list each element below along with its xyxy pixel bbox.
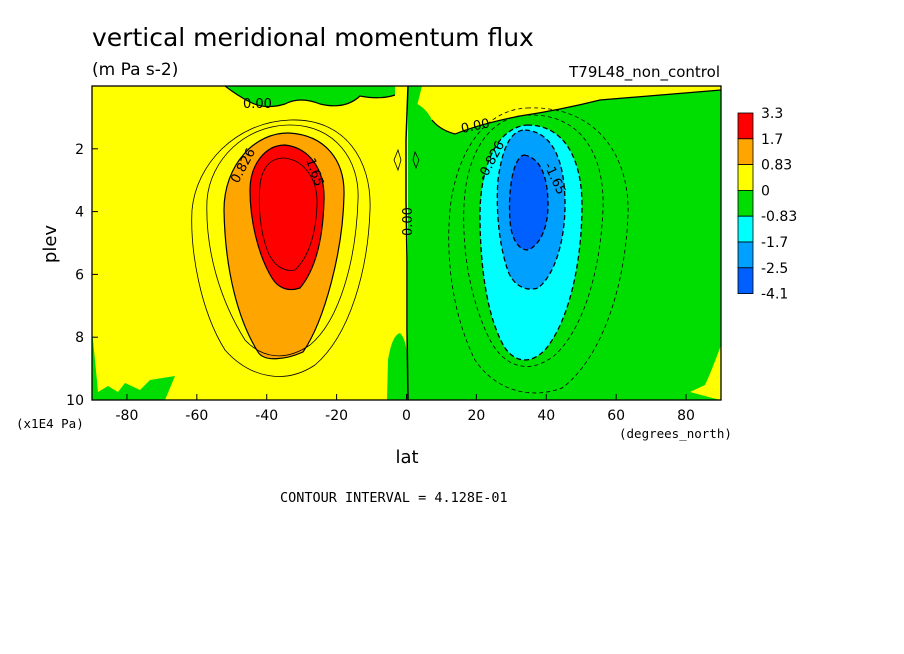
plot-area xyxy=(92,86,721,400)
colorbar-label: 1.7 xyxy=(761,132,783,148)
region-green-equator xyxy=(387,333,408,400)
y-tick-label: 2 xyxy=(75,142,84,158)
chart-units: (m Pa s-2) xyxy=(92,60,178,80)
zero-contour-topleft xyxy=(224,86,396,108)
colorbar-swatch xyxy=(737,189,754,217)
contour-line-pos-2 xyxy=(206,124,359,357)
y-tick-label: 10 xyxy=(66,393,84,409)
colorbar-swatch xyxy=(737,164,754,191)
x-tick-label: -80 xyxy=(116,408,139,424)
y-units-label: (x1E4 Pa) xyxy=(16,416,84,431)
x-tick-label: 60 xyxy=(607,408,625,424)
colorbar: 3.3 1.7 0.83 0 -0.83 -1.7 -2.5 -4.1 xyxy=(737,106,797,303)
zero-contour-topright xyxy=(431,89,721,135)
x-units-label: (degrees_north) xyxy=(619,426,732,441)
region-green-bottom-sh xyxy=(92,330,175,400)
contour-line-neg-2 xyxy=(448,107,629,394)
y-tick-label: 4 xyxy=(75,205,84,221)
contour-label: 0.00 xyxy=(401,207,416,236)
region-yellow-topright xyxy=(408,86,721,134)
zero-contour-equator xyxy=(405,86,409,400)
colorbar-swatch xyxy=(737,138,754,166)
colorbar-label: -0.83 xyxy=(761,209,797,225)
colorbar-swatch xyxy=(737,112,754,140)
colorbar-label: 0.83 xyxy=(761,158,792,174)
colorbar-label: -1.7 xyxy=(761,235,788,251)
contour-line-pos-1 xyxy=(258,157,318,271)
x-tick-label: -60 xyxy=(185,408,208,424)
x-axis-label: lat xyxy=(395,447,418,468)
y-axis-label: plev xyxy=(40,225,61,264)
x-axis: -80 -60 -40 -20 0 20 40 60 80 xyxy=(116,394,695,424)
contour-label: 0.00 xyxy=(243,97,272,112)
colorbar-label: -2.5 xyxy=(761,261,788,277)
y-tick-label: 6 xyxy=(75,267,84,283)
colorbar-label: 0 xyxy=(761,183,770,199)
y-axis: 2 4 6 8 10 xyxy=(66,142,98,409)
contour-label: 0.00 xyxy=(460,116,491,137)
colorbar-swatch xyxy=(737,241,754,269)
x-tick-label: 0 xyxy=(402,408,411,424)
zero-contour-small-right xyxy=(412,150,420,170)
contour-line-pos-3 xyxy=(191,119,371,377)
zero-contour-small-left xyxy=(393,148,402,172)
x-tick-label: -40 xyxy=(255,408,278,424)
run-label: T79L48_non_control xyxy=(568,63,720,82)
x-tick-label: 80 xyxy=(677,408,695,424)
region-yellow-bottom-nh xyxy=(690,345,721,400)
x-tick-label: -20 xyxy=(325,408,348,424)
x-tick-label: 20 xyxy=(467,408,485,424)
colorbar-label: 3.3 xyxy=(761,106,783,122)
colorbar-swatch xyxy=(737,267,754,294)
contour-fill-blue xyxy=(508,154,549,251)
contour-line-neg-1 xyxy=(463,114,604,367)
x-tick-label: 40 xyxy=(537,408,555,424)
colorbar-swatch xyxy=(737,215,754,243)
contour-interval-text: CONTOUR INTERVAL = 4.128E-01 xyxy=(280,490,508,506)
region-green-topright-strip xyxy=(408,86,422,119)
y-tick-label: 8 xyxy=(75,330,84,346)
chart-title: vertical meridional momentum flux xyxy=(92,23,534,52)
colorbar-label: -4.1 xyxy=(761,287,788,303)
region-green-topleft xyxy=(225,86,395,107)
